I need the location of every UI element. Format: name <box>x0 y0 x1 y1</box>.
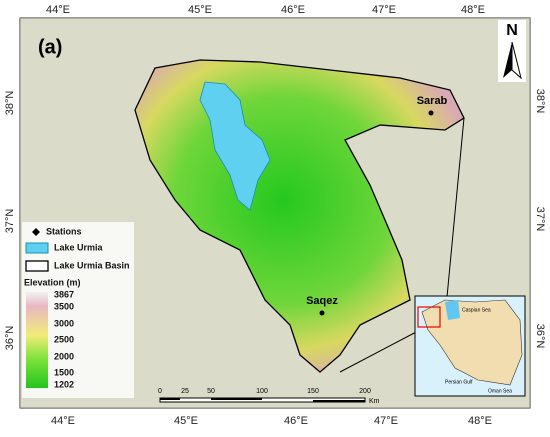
lat-label: 37°N <box>4 209 16 234</box>
inset-label: Oman Sea <box>488 388 512 394</box>
lat-label: 36°N <box>534 324 546 349</box>
legend: Stations Lake Urmia Lake Urmia Basin Ele… <box>22 222 134 398</box>
station-marker <box>428 110 434 116</box>
scale-label: 50 <box>207 388 215 395</box>
lon-label: 46°E <box>284 415 308 427</box>
legend-symbol <box>25 242 49 254</box>
lon-label: 47°E <box>374 415 398 427</box>
lat-label: 37°N <box>534 207 546 232</box>
legend-label: Lake Urmia <box>54 242 104 252</box>
inset-map: Caspian Sea Persian Gulf Oman Sea <box>414 295 526 397</box>
scale-label: 25 <box>181 388 189 395</box>
elevation-label: 1500 <box>54 367 74 377</box>
scale-label: 150 <box>307 388 319 395</box>
scale-bar-segment <box>313 400 365 402</box>
lon-label: 46°E <box>281 4 305 16</box>
connector <box>339 329 421 373</box>
lon-label: 44°E <box>51 415 75 427</box>
lat-label: 38°N <box>4 91 16 116</box>
legend-label: Stations <box>46 226 82 236</box>
lon-label: 45°E <box>188 4 212 16</box>
lat-label: 36°N <box>4 326 16 351</box>
scale-label: 100 <box>256 388 268 395</box>
lat-label: 38°N <box>534 89 546 114</box>
legend-symbol <box>32 228 40 236</box>
caspian-sea <box>445 300 460 320</box>
elevation-label: 1202 <box>54 379 74 389</box>
lon-label: 48°E <box>461 4 485 16</box>
lon-label: 44°E <box>46 4 70 16</box>
inset-label: Caspian Sea <box>462 307 491 313</box>
scale-bar-segment <box>160 398 180 400</box>
lake-urmia <box>199 81 271 211</box>
station-marker <box>319 310 325 316</box>
scale-bar-segment <box>211 398 262 400</box>
elevation-label: 2500 <box>54 334 74 344</box>
legend-title: Elevation (m) <box>24 277 81 287</box>
elevation-label: 3867 <box>54 289 74 299</box>
station-label: Sarab <box>417 95 448 107</box>
scale-label: 0 <box>158 388 162 395</box>
panel-label: (a) <box>38 36 62 58</box>
scale-label: 200 <box>359 388 371 395</box>
connector <box>444 117 465 319</box>
arrow-half <box>503 42 512 78</box>
scale-unit: Km <box>369 398 380 405</box>
elevation-label: 3500 <box>54 301 74 311</box>
scale-bar: 0 25 50 100 150 200 Km <box>158 388 380 405</box>
legend-label: Lake Urmia Basin <box>54 260 130 270</box>
study-area-box <box>417 306 441 328</box>
north-arrow: N <box>498 20 526 82</box>
arrow-half <box>511 41 522 80</box>
elevation-ramp <box>26 292 48 388</box>
lon-label: 45°E <box>174 415 198 427</box>
inset-label: Persian Gulf <box>445 379 473 385</box>
elevation-label: 3000 <box>54 318 74 328</box>
iran-outline <box>421 299 523 386</box>
station-label: Saqez <box>306 295 338 307</box>
lon-label: 47°E <box>372 4 396 16</box>
north-label: N <box>506 22 518 39</box>
legend-symbol <box>25 260 49 272</box>
lon-label: 48°E <box>468 415 492 427</box>
elevation-label: 2000 <box>54 351 74 361</box>
